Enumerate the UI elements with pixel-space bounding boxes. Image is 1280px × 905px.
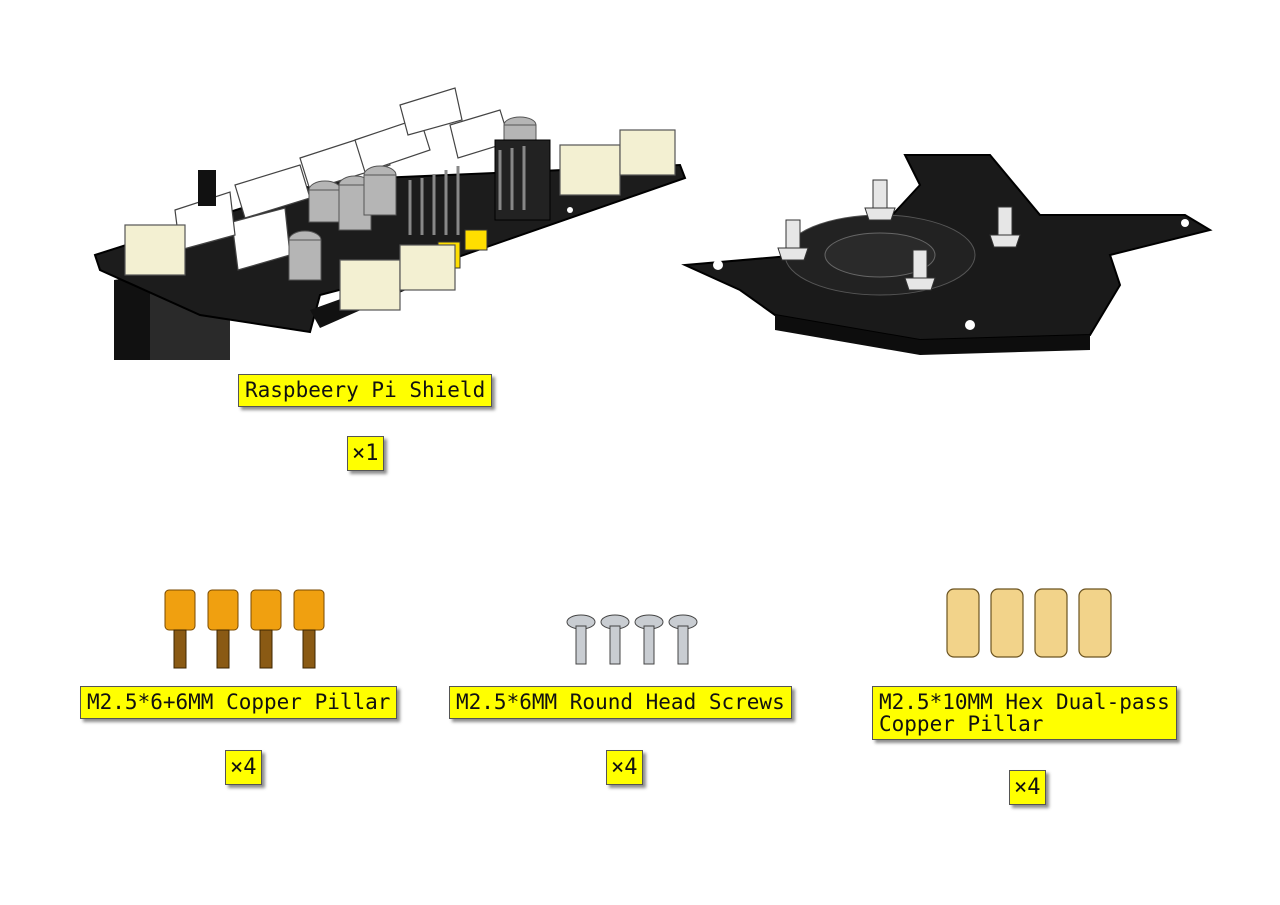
hex-dual-pass-pillar-name-line2: Copper Pillar — [879, 712, 1044, 736]
copper-pillar-6-6-image — [164, 589, 325, 669]
shield-name-label: Raspbeery Pi Shield — [238, 374, 493, 407]
raspberry-pi-shield-image — [93, 87, 687, 360]
hex-dual-pass-pillar-image — [946, 588, 1112, 658]
copper-pillar-6-6-name-label: M2.5*6+6MM Copper Pillar — [80, 686, 398, 719]
round-head-screws-name-label: M2.5*6MM Round Head Screws — [449, 686, 792, 719]
round-head-screws-qty-label: ×4 — [606, 750, 643, 785]
fan-mount-plate-image — [681, 154, 1213, 355]
round-head-screws-image — [566, 614, 698, 665]
shield-qty-label: ×1 — [347, 436, 384, 471]
hex-dual-pass-pillar-qty-label: ×4 — [1009, 770, 1046, 805]
hex-dual-pass-pillar-name-line1: M2.5*10MM Hex Dual-pass — [879, 690, 1170, 714]
copper-pillar-6-6-qty-label: ×4 — [225, 750, 262, 785]
hex-dual-pass-pillar-name-label: M2.5*10MM Hex Dual-pass Copper Pillar — [872, 686, 1177, 740]
